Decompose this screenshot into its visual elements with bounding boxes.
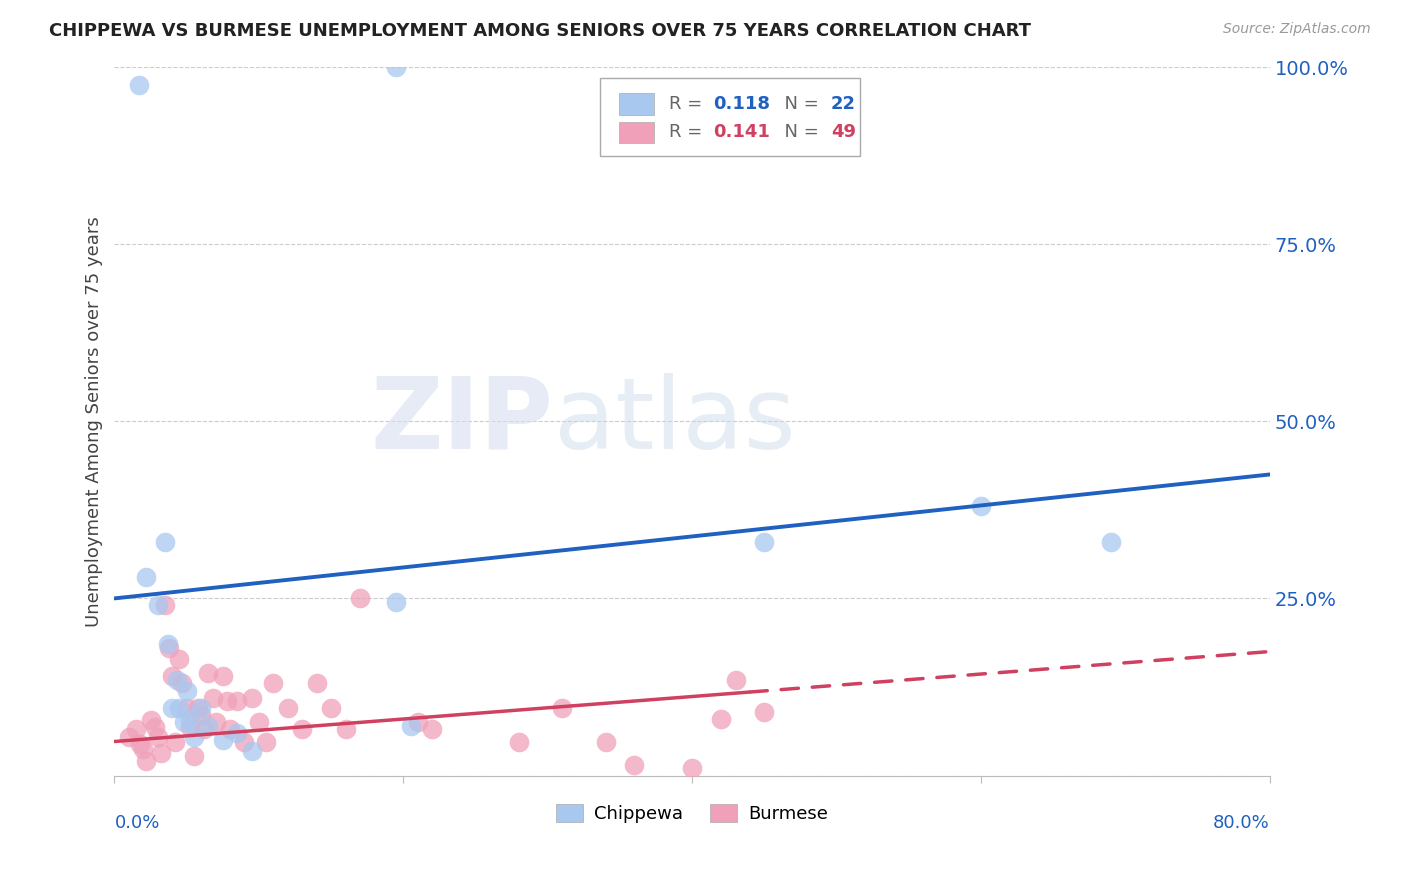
Text: Source: ZipAtlas.com: Source: ZipAtlas.com <box>1223 22 1371 37</box>
Point <box>262 676 284 690</box>
Point <box>169 651 191 665</box>
Point <box>153 534 176 549</box>
Point <box>240 690 263 705</box>
Text: 0.118: 0.118 <box>713 95 770 113</box>
Point <box>169 701 191 715</box>
Point <box>335 723 357 737</box>
Point <box>160 701 183 715</box>
Point <box>146 730 169 744</box>
Point <box>595 734 617 748</box>
Y-axis label: Unemployment Among Seniors over 75 years: Unemployment Among Seniors over 75 years <box>86 216 103 627</box>
Point <box>240 744 263 758</box>
Point <box>211 669 233 683</box>
Point <box>349 591 371 606</box>
Point <box>247 715 270 730</box>
Point <box>187 701 209 715</box>
Point <box>623 757 645 772</box>
Point <box>172 676 194 690</box>
Text: 22: 22 <box>831 95 856 113</box>
Point <box>135 755 157 769</box>
Point <box>508 734 530 748</box>
Text: CHIPPEWA VS BURMESE UNEMPLOYMENT AMONG SENIORS OVER 75 YEARS CORRELATION CHART: CHIPPEWA VS BURMESE UNEMPLOYMENT AMONG S… <box>49 22 1031 40</box>
Point <box>128 78 150 92</box>
Point <box>385 595 408 609</box>
Point <box>226 726 249 740</box>
Point <box>226 694 249 708</box>
Point <box>146 599 169 613</box>
Text: 0.0%: 0.0% <box>114 814 160 832</box>
Point <box>176 683 198 698</box>
Text: 49: 49 <box>831 123 856 141</box>
Point <box>176 701 198 715</box>
Text: 80.0%: 80.0% <box>1213 814 1270 832</box>
Point <box>724 673 747 687</box>
Point <box>118 730 141 744</box>
Point <box>406 715 429 730</box>
Text: N =: N = <box>773 95 824 113</box>
Point <box>193 723 215 737</box>
Point <box>183 748 205 763</box>
Point <box>211 733 233 747</box>
Point <box>710 712 733 726</box>
Text: ZIP: ZIP <box>371 373 554 470</box>
Point <box>277 701 299 715</box>
Point <box>201 690 224 705</box>
Point <box>551 701 574 715</box>
Point <box>385 60 408 74</box>
Point <box>197 665 219 680</box>
Point <box>319 701 342 715</box>
Point <box>399 719 422 733</box>
Text: R =: R = <box>669 95 709 113</box>
Point <box>217 694 239 708</box>
Text: N =: N = <box>773 123 824 141</box>
Point <box>132 741 155 756</box>
Point <box>149 746 172 760</box>
Point <box>165 734 187 748</box>
Point <box>173 715 195 730</box>
Point <box>754 534 776 549</box>
Point <box>190 701 212 715</box>
Text: atlas: atlas <box>554 373 796 470</box>
Point <box>125 723 148 737</box>
FancyBboxPatch shape <box>600 78 859 155</box>
FancyBboxPatch shape <box>620 121 654 143</box>
Point <box>291 723 314 737</box>
Point <box>139 713 162 727</box>
Point <box>179 712 201 726</box>
Point <box>254 734 277 748</box>
Point <box>420 723 443 737</box>
Point <box>179 720 201 734</box>
Point <box>681 761 703 775</box>
Point <box>197 719 219 733</box>
Point <box>153 599 176 613</box>
Point <box>135 570 157 584</box>
Point <box>156 637 179 651</box>
FancyBboxPatch shape <box>620 94 654 114</box>
Point <box>166 673 188 687</box>
Point <box>160 669 183 683</box>
Text: 0.141: 0.141 <box>713 123 770 141</box>
Legend: Chippewa, Burmese: Chippewa, Burmese <box>550 797 835 830</box>
Point <box>233 734 256 748</box>
Point <box>157 640 180 655</box>
Text: R =: R = <box>669 123 709 141</box>
Point <box>143 720 166 734</box>
Point <box>219 723 242 737</box>
Point <box>183 730 205 744</box>
Point <box>754 705 776 719</box>
Point <box>305 676 328 690</box>
Point <box>190 708 212 723</box>
Point <box>970 500 993 514</box>
Point <box>204 715 226 730</box>
Point <box>1099 534 1122 549</box>
Point <box>129 737 152 751</box>
